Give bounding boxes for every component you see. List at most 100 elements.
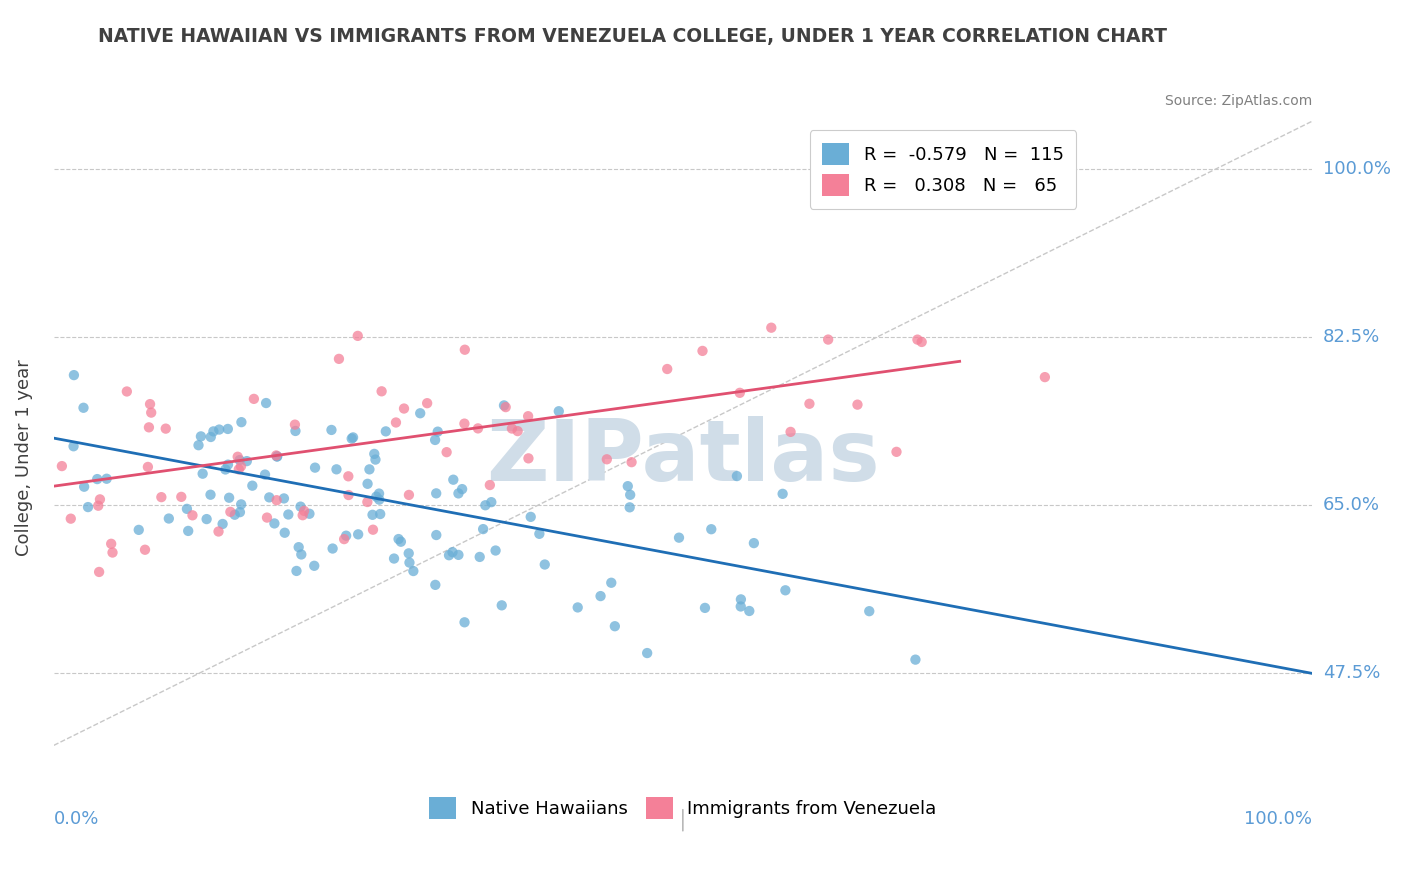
Point <box>266 493 288 508</box>
Point <box>277 508 299 522</box>
Point <box>398 556 420 570</box>
Point <box>51 459 73 474</box>
Text: 100.0%: 100.0% <box>1323 161 1391 178</box>
Point <box>382 551 405 566</box>
Point <box>617 479 640 493</box>
Point <box>657 362 679 376</box>
Point <box>359 462 381 476</box>
Point <box>304 558 326 573</box>
Point <box>742 536 765 550</box>
Point <box>904 653 927 667</box>
Point <box>266 450 288 464</box>
Point <box>441 545 464 559</box>
Point <box>298 507 321 521</box>
Point <box>259 491 281 505</box>
Point <box>219 505 242 519</box>
Point <box>517 409 540 424</box>
Point <box>472 522 495 536</box>
Point <box>236 454 259 468</box>
Point <box>398 488 420 502</box>
Point <box>600 575 623 590</box>
Point <box>342 430 364 444</box>
Point <box>190 429 212 443</box>
Point <box>603 619 626 633</box>
Point <box>425 528 447 542</box>
Point <box>361 523 384 537</box>
Point <box>567 600 589 615</box>
Text: 82.5%: 82.5% <box>1323 328 1381 346</box>
Point <box>501 421 523 435</box>
Point <box>907 333 929 347</box>
Point <box>62 439 84 453</box>
Point <box>181 508 204 523</box>
Point <box>191 467 214 481</box>
Point <box>200 488 222 502</box>
Point <box>368 486 391 500</box>
Point <box>423 433 446 447</box>
Point <box>89 492 111 507</box>
Point <box>484 543 506 558</box>
Point <box>72 401 94 415</box>
Point <box>447 486 470 500</box>
Y-axis label: College, Under 1 year: College, Under 1 year <box>15 359 32 556</box>
Point <box>366 490 388 504</box>
Point <box>547 404 569 418</box>
Point <box>454 343 477 357</box>
Point <box>176 501 198 516</box>
Point <box>304 460 326 475</box>
Point <box>693 600 716 615</box>
Point <box>1033 370 1056 384</box>
Point <box>389 534 412 549</box>
Point <box>775 583 797 598</box>
Point <box>529 526 551 541</box>
Point <box>229 505 252 519</box>
Point <box>846 398 869 412</box>
Point <box>253 467 276 482</box>
Point <box>441 473 464 487</box>
Point <box>63 368 86 383</box>
Point <box>138 420 160 434</box>
Point <box>177 524 200 538</box>
Point <box>266 450 288 464</box>
Point <box>447 548 470 562</box>
Text: ZIPatlas: ZIPatlas <box>486 416 880 499</box>
Point <box>340 432 363 446</box>
Point <box>779 425 801 439</box>
Point <box>115 384 138 399</box>
Point <box>217 458 239 472</box>
Point <box>202 425 225 439</box>
Point <box>361 508 384 522</box>
Point <box>73 480 96 494</box>
Point <box>491 599 513 613</box>
Point <box>467 421 489 435</box>
Point <box>596 452 619 467</box>
Point <box>346 329 368 343</box>
Point <box>636 646 658 660</box>
Point <box>228 462 250 476</box>
Point <box>128 523 150 537</box>
Point <box>224 508 246 522</box>
Point <box>519 509 541 524</box>
Point <box>136 459 159 474</box>
Point <box>409 406 432 420</box>
Legend: Native Hawaiians, Immigrants from Venezuela: Native Hawaiians, Immigrants from Venezu… <box>416 784 949 831</box>
Point <box>157 511 180 525</box>
Point <box>356 476 378 491</box>
Point <box>425 578 447 592</box>
Point <box>134 542 156 557</box>
Point <box>772 487 794 501</box>
Point <box>273 491 295 506</box>
Text: 47.5%: 47.5% <box>1323 665 1381 682</box>
Point <box>799 397 821 411</box>
Point <box>437 548 460 562</box>
Point <box>240 478 263 492</box>
Point <box>451 482 474 496</box>
Point <box>668 531 690 545</box>
Point <box>141 406 163 420</box>
Point <box>426 425 449 439</box>
Point <box>385 416 408 430</box>
Point <box>292 504 315 518</box>
Point <box>479 495 502 509</box>
Point <box>478 478 501 492</box>
Point <box>886 445 908 459</box>
